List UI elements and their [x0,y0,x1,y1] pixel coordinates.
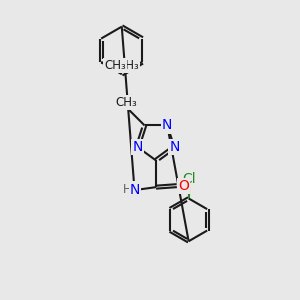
Text: N: N [130,182,140,197]
Text: N: N [169,140,179,154]
Text: Cl: Cl [182,172,196,186]
Text: N: N [162,118,172,133]
Text: CH₃: CH₃ [104,59,126,72]
Text: CH₃: CH₃ [115,96,137,109]
Text: H: H [123,183,131,196]
Text: N: N [132,140,143,154]
Text: O: O [178,179,189,193]
Text: CH₃: CH₃ [117,59,139,72]
